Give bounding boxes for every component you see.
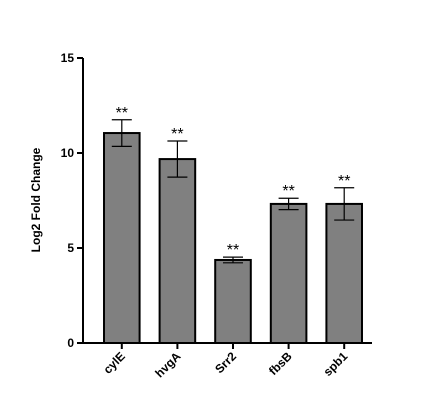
significance-label: ** bbox=[227, 242, 239, 259]
significance-label: ** bbox=[282, 183, 294, 200]
x-tick-label: spb1 bbox=[321, 349, 351, 379]
y-tick-label: 0 bbox=[67, 336, 74, 350]
significance-label: ** bbox=[171, 126, 183, 143]
x-tick-label: cylE bbox=[101, 349, 128, 376]
x-tick-label: hvgA bbox=[152, 349, 183, 380]
bar bbox=[214, 258, 252, 344]
bar bbox=[103, 132, 141, 344]
significance-label: ** bbox=[116, 105, 128, 122]
y-axis-label: Log2 Fold Change bbox=[29, 147, 43, 252]
significance-label: ** bbox=[338, 173, 350, 190]
bar bbox=[158, 158, 197, 344]
x-tick-label: fbsB bbox=[266, 349, 295, 378]
bar bbox=[325, 202, 363, 344]
y-tick-label: 15 bbox=[61, 51, 75, 65]
y-tick-label: 10 bbox=[61, 146, 75, 160]
bar bbox=[269, 202, 308, 344]
x-tick-label: Srr2 bbox=[212, 349, 239, 376]
y-tick-label: 5 bbox=[67, 241, 74, 255]
